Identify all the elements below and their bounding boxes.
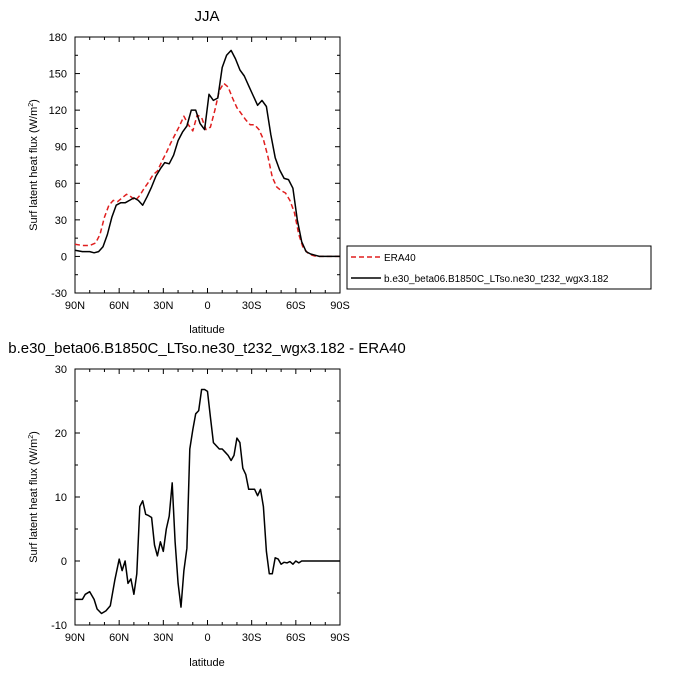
top-x-tick-label: 30N bbox=[153, 300, 173, 312]
bottom-series-lines bbox=[75, 388, 340, 615]
bottom-series-line-0 bbox=[75, 388, 340, 615]
top-x-tick-label: 30S bbox=[242, 300, 262, 312]
bottom-x-tick-label: 0 bbox=[204, 632, 210, 644]
legend-label-era40: ERA40 bbox=[384, 253, 416, 264]
legend-box bbox=[346, 245, 652, 290]
bottom-x-tick-labels: 90N 60N 30N 0 30S 60S 90S bbox=[65, 632, 350, 644]
bottom-panel: b.e30_beta06.B1850C_LTso.ne30_t232_wgx3.… bbox=[8, 340, 406, 669]
bottom-y-tick-label: -10 bbox=[51, 620, 67, 632]
top-y-tick-label: 90 bbox=[55, 142, 67, 154]
bottom-x-tick-label: 30N bbox=[153, 632, 173, 644]
bottom-y-axis-label: Surf latent heat flux (W/m2) bbox=[28, 431, 40, 563]
bottom-x-axis-label: latitude bbox=[189, 657, 224, 669]
bottom-plot-frame bbox=[74, 368, 341, 626]
top-series-lines bbox=[74, 49, 340, 258]
bottom-y-tick-labels: -10 0 10 20 30 bbox=[51, 364, 67, 632]
bottom-x-tick-label: 30S bbox=[242, 632, 262, 644]
top-axis-ticks bbox=[74, 36, 341, 294]
top-y-tick-label: -30 bbox=[51, 288, 67, 300]
top-series-line-1 bbox=[74, 49, 340, 258]
top-x-tick-label: 0 bbox=[204, 300, 210, 312]
top-chart-title: JJA bbox=[194, 8, 219, 25]
bottom-x-tick-label: 90N bbox=[65, 632, 85, 644]
top-series-line-0 bbox=[74, 82, 340, 258]
top-x-tick-label: 60N bbox=[109, 300, 129, 312]
bottom-y-tick-label: 10 bbox=[55, 492, 67, 504]
legend: ERA40 b.e30_beta06.B1850C_LTso.ne30_t232… bbox=[346, 245, 652, 290]
top-panel: JJA -30 0 30 60 90 120 150 180 90N 60N 30N 0 30S 60S… bbox=[28, 8, 350, 336]
bottom-axis-ticks bbox=[74, 368, 341, 626]
top-x-tick-label: 60S bbox=[286, 300, 306, 312]
top-y-tick-label: 180 bbox=[49, 32, 67, 44]
top-y-tick-label: 120 bbox=[49, 105, 67, 117]
top-y-tick-label: 60 bbox=[55, 178, 67, 190]
top-y-tick-label: 150 bbox=[49, 69, 67, 81]
top-y-tick-labels: -30 0 30 60 90 120 150 180 bbox=[49, 32, 67, 300]
top-x-tick-label: 90N bbox=[65, 300, 85, 312]
top-y-tick-label: 0 bbox=[61, 251, 67, 263]
legend-label-model: b.e30_beta06.B1850C_LTso.ne30_t232_wgx3.… bbox=[384, 274, 609, 285]
bottom-x-tick-label: 60N bbox=[109, 632, 129, 644]
top-x-axis-label: latitude bbox=[189, 324, 224, 336]
bottom-y-tick-label: 20 bbox=[55, 428, 67, 440]
bottom-x-tick-label: 90S bbox=[330, 632, 350, 644]
bottom-y-tick-label: 30 bbox=[55, 364, 67, 376]
bottom-y-tick-label: 0 bbox=[61, 556, 67, 568]
top-y-axis-label: Surf latent heat flux (W/m2) bbox=[28, 99, 40, 231]
bottom-x-tick-label: 60S bbox=[286, 632, 306, 644]
bottom-chart-title: b.e30_beta06.B1850C_LTso.ne30_t232_wgx3.… bbox=[8, 340, 406, 357]
top-x-tick-labels: 90N 60N 30N 0 30S 60S 90S bbox=[65, 300, 350, 312]
top-x-tick-label: 90S bbox=[330, 300, 350, 312]
top-plot-frame bbox=[74, 36, 341, 294]
top-y-tick-label: 30 bbox=[55, 215, 67, 227]
